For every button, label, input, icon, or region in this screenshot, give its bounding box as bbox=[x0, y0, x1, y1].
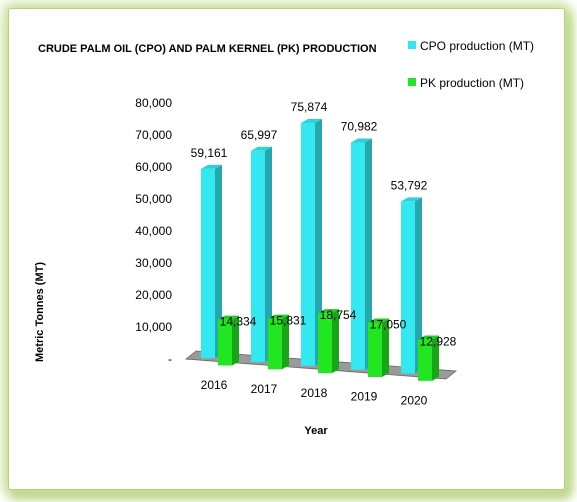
chart-frame bbox=[8, 8, 565, 490]
y-tick-label: 30,000 bbox=[135, 256, 172, 270]
y-tick-label: 50,000 bbox=[135, 192, 172, 206]
bar-pk-2018 bbox=[318, 309, 339, 374]
bar-pk-2017 bbox=[268, 314, 289, 370]
bar-cpo-2019 bbox=[351, 138, 372, 370]
y-tick-label: 20,000 bbox=[135, 288, 172, 302]
data-label-cpo-2016: 59,161 bbox=[191, 146, 228, 160]
data-label-cpo-2017: 65,997 bbox=[241, 128, 278, 142]
y-tick-label: 80,000 bbox=[135, 96, 172, 110]
y-tick-label: 70,000 bbox=[135, 128, 172, 142]
y-tick-label: 10,000 bbox=[135, 320, 172, 334]
bar-pk-2019 bbox=[368, 318, 389, 377]
y-tick-label: 60,000 bbox=[135, 160, 172, 174]
x-tick-label-2016: 2016 bbox=[201, 378, 228, 392]
data-label-pk-2017: 15,831 bbox=[270, 314, 307, 328]
data-label-cpo-2019: 70,982 bbox=[341, 120, 378, 134]
data-label-pk-2019: 17,050 bbox=[370, 317, 407, 331]
data-label-pk-2020: 12,928 bbox=[420, 334, 457, 348]
legend-swatch-pk bbox=[408, 78, 416, 86]
x-tick-label-2020: 2020 bbox=[401, 394, 428, 408]
data-label-cpo-2018: 75,874 bbox=[291, 100, 328, 114]
bar-cpo-2017 bbox=[251, 146, 272, 362]
y-tick-label: - bbox=[168, 352, 172, 366]
data-label-cpo-2020: 53,792 bbox=[391, 178, 428, 192]
bar-pk-2016 bbox=[218, 315, 239, 366]
bar-cpo-2018 bbox=[301, 119, 322, 366]
data-label-pk-2018: 18,754 bbox=[320, 308, 357, 322]
bar-cpo-2020 bbox=[401, 197, 422, 374]
chart-legend: CPO production (MT) PK production (MT) bbox=[408, 39, 534, 90]
bar-pk-2020 bbox=[418, 335, 439, 381]
y-axis-label: Metric Tonnes (MT) bbox=[34, 262, 46, 362]
x-tick-label-2019: 2019 bbox=[351, 390, 378, 404]
x-tick-label-2018: 2018 bbox=[301, 386, 328, 400]
x-tick-label-2017: 2017 bbox=[251, 382, 278, 396]
chart-title: CRUDE PALM OIL (CPO) AND PALM KERNEL (PK… bbox=[38, 43, 377, 55]
legend-label-cpo: CPO production (MT) bbox=[420, 39, 534, 53]
legend-label-pk: PK production (MT) bbox=[420, 76, 524, 90]
bar-cpo-2016 bbox=[201, 164, 222, 359]
legend-swatch-cpo bbox=[408, 41, 416, 49]
data-label-pk-2016: 14,334 bbox=[220, 315, 257, 329]
x-axis-label: Year bbox=[304, 425, 328, 437]
y-tick-label: 40,000 bbox=[135, 224, 172, 238]
